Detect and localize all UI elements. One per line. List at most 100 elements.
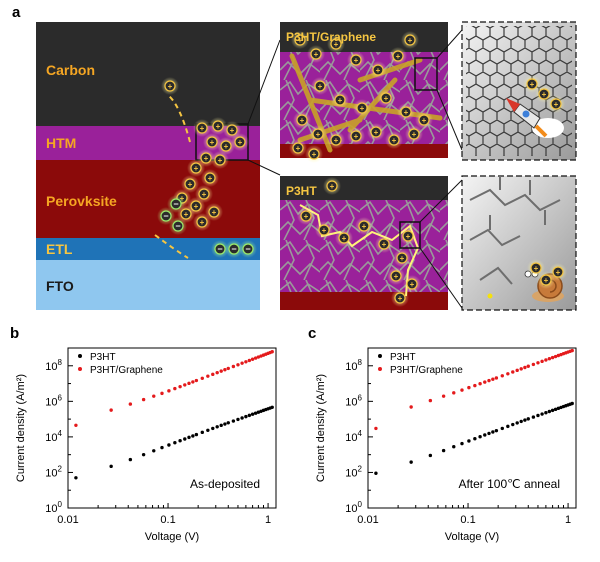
hole-charge: +: [369, 61, 387, 79]
plot-frame: [67, 347, 277, 509]
hole-charge: +: [309, 125, 327, 143]
p3ht-point: [452, 445, 456, 449]
p3ht-point: [223, 422, 227, 426]
y-tick-label: 108: [45, 358, 62, 373]
p3ht-point: [270, 405, 274, 409]
panel-a-letter: a: [12, 4, 21, 21]
svg-text:+: +: [534, 264, 539, 273]
p3ht-point: [247, 413, 252, 418]
hole-charge: +: [397, 103, 415, 121]
hole-charge: +: [231, 133, 249, 151]
hole-charge: +: [391, 289, 409, 307]
hole-charge: +: [323, 177, 341, 195]
svg-text:+: +: [208, 174, 213, 183]
p3ht-point: [226, 421, 230, 425]
svg-text:+: +: [188, 180, 193, 189]
hole-charge: +: [307, 45, 325, 63]
y-axis-label: Current density (A/m²): [315, 374, 327, 482]
inset-bottom-title: P3HT: [286, 184, 317, 198]
y-tick-label: 102: [345, 464, 362, 479]
p3ht-point: [206, 428, 210, 432]
p3ht-point: [183, 437, 187, 441]
p3ht-point: [236, 417, 240, 422]
svg-text:+: +: [168, 82, 173, 91]
p3ht-graphene-point: [519, 367, 523, 371]
p3ht-graphene-point: [483, 380, 487, 384]
legend-label: P3HT: [90, 352, 116, 363]
p3ht-graphene-point: [152, 394, 156, 398]
p3ht-graphene-point: [409, 405, 413, 409]
hole-charge: +: [193, 119, 211, 137]
svg-text:+: +: [354, 56, 359, 65]
svg-text:+: +: [318, 82, 323, 91]
hole-charge: +: [385, 131, 403, 149]
p3ht-graphene-point: [487, 378, 491, 383]
svg-text:+: +: [204, 154, 209, 163]
hole-charge: +: [405, 125, 423, 143]
legend-marker: [78, 354, 82, 358]
hole-charge: +: [327, 35, 345, 53]
electron-charge: −: [239, 240, 257, 258]
y-tick-label: 102: [45, 464, 62, 479]
svg-text:+: +: [334, 40, 339, 49]
chart-c: 0.01 0.1 1 100 102 104 106 108 Voltage (V) Curren…: [315, 347, 577, 543]
y-tick-label: 106: [45, 393, 62, 408]
hole-charge: +: [289, 139, 307, 157]
y-axis-label: Current density (A/m²): [15, 374, 27, 482]
inset-top-title: P3HT/Graphene: [286, 30, 377, 44]
hole-charge: +: [535, 85, 553, 103]
p3ht-graphene-point: [240, 361, 244, 365]
p3ht-graphene-point: [547, 357, 552, 361]
p3ht-point: [428, 453, 433, 458]
hole-charge: +: [393, 249, 411, 267]
p3ht-point: [256, 410, 261, 414]
svg-text:−: −: [173, 199, 178, 209]
hole-charge: +: [523, 75, 541, 93]
svg-text:+: +: [554, 100, 559, 109]
p3ht-graphene-point: [270, 350, 274, 354]
p3ht-point: [540, 412, 544, 416]
p3ht-graphene-point: [460, 388, 464, 392]
p3ht-graphene-point: [194, 378, 199, 383]
svg-text:+: +: [200, 124, 205, 133]
svg-text:+: +: [304, 212, 309, 221]
p3ht-graphene-point: [491, 377, 495, 381]
electron-charge: −: [167, 195, 185, 213]
p3ht-graphene-point: [206, 374, 210, 378]
p3ht-point: [240, 416, 244, 420]
p3ht-point: [194, 432, 199, 437]
hole-charge: +: [375, 235, 393, 253]
hole-charge: +: [399, 227, 417, 245]
svg-text:+: +: [296, 144, 301, 153]
p3ht-graphene-point: [250, 357, 255, 361]
p3ht-graphene-point: [178, 384, 182, 389]
p3ht-point: [215, 425, 219, 429]
svg-text:+: +: [230, 126, 235, 135]
svg-text:+: +: [312, 150, 317, 159]
p3ht-graphene-point: [231, 364, 236, 369]
p3ht-point: [536, 413, 540, 418]
legend-label: P3HT/Graphene: [390, 365, 463, 376]
p3ht-graphene-point: [253, 356, 258, 360]
p3ht-point: [250, 412, 255, 416]
svg-text:+: +: [212, 208, 217, 217]
y-tick-label: 104: [45, 429, 62, 444]
p3ht-graphene-point: [536, 361, 540, 365]
hole-charge: +: [527, 259, 545, 277]
p3ht-point: [441, 448, 446, 453]
y-tick-label: 100: [345, 500, 362, 515]
svg-text:+: +: [216, 122, 221, 131]
svg-text:+: +: [300, 116, 305, 125]
svg-text:+: +: [342, 234, 347, 243]
p3ht-point: [483, 433, 487, 437]
p3ht-graphene-point: [173, 386, 177, 391]
svg-text:+: +: [530, 80, 535, 89]
svg-text:+: +: [360, 104, 365, 113]
svg-text:+: +: [408, 36, 413, 45]
p3ht-graphene-point: [467, 385, 471, 390]
svg-text:+: +: [330, 182, 335, 191]
p3ht-graphene-point: [452, 391, 456, 395]
svg-text:+: +: [384, 94, 389, 103]
label-perovskite: Perovksite: [46, 193, 117, 209]
x-tick-label: 1: [565, 514, 571, 526]
